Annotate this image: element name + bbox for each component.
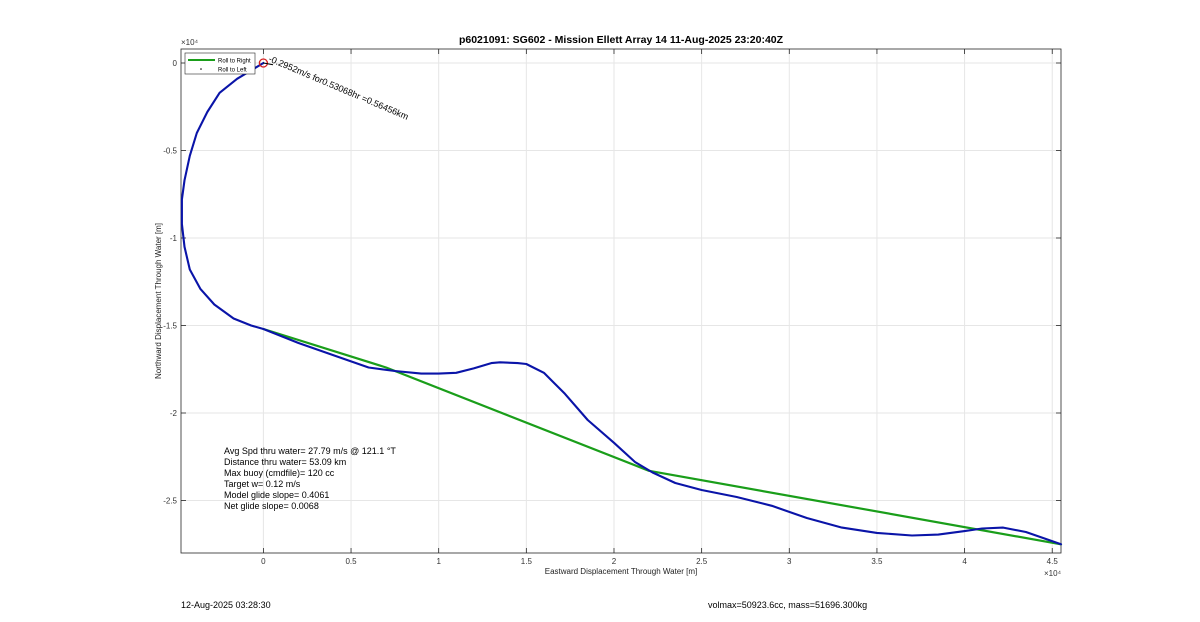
- stat-model-glide-slope: Model glide slope= 0.4061: [224, 490, 329, 500]
- x-axis-label: Eastward Displacement Through Water [m]: [545, 567, 698, 576]
- x-tick-label: 4.5: [1047, 557, 1059, 566]
- current-vector: [263, 62, 274, 66]
- stat-target-w: Target w= 0.12 m/s: [224, 479, 301, 489]
- y-tick-label: -2: [170, 409, 178, 418]
- stat-distance: Distance thru water= 53.09 km: [224, 457, 346, 467]
- series-line-track: [180, 61, 1063, 546]
- legend-dot-roll-left: [200, 68, 202, 70]
- plot-frame: [180, 48, 1062, 554]
- x-tick-label: 2.5: [696, 557, 708, 566]
- legend-label-roll-right: Roll to Right: [218, 59, 251, 65]
- y-tick-label: -0.5: [163, 147, 177, 156]
- marker-layer: [258, 58, 274, 68]
- x-tick-label: 4: [962, 557, 967, 566]
- stat-max-buoy: Max buoy (cmdfile)= 120 cc: [224, 468, 335, 478]
- y-tick-label: -2.5: [163, 497, 177, 506]
- x-tick-label: 2: [612, 557, 617, 566]
- y-tick-label: 0: [173, 59, 178, 68]
- stat-avg-speed: Avg Spd thru water= 27.79 m/s @ 121.1 °T: [224, 446, 396, 456]
- x-tick-label: 3: [787, 557, 792, 566]
- x-tick-label: 1.5: [521, 557, 533, 566]
- x-tick-label: 0.5: [345, 557, 357, 566]
- y-tick-label: -1.5: [163, 322, 177, 331]
- x-exponent-label: ×10⁴: [1044, 569, 1062, 578]
- series-layer: [180, 61, 1063, 546]
- legend-label-roll-left: Roll to Left: [218, 68, 247, 74]
- legend: Roll to Right Roll to Left: [184, 52, 256, 75]
- stat-net-glide-slope: Net glide slope= 0.0068: [224, 501, 319, 511]
- legend-box: [184, 52, 256, 75]
- x-tick-label: 3.5: [871, 557, 883, 566]
- footer-timestamp: 12-Aug-2025 03:28:30: [181, 600, 271, 610]
- y-exponent-label: ×10⁴: [181, 38, 199, 47]
- start-marker: [258, 58, 269, 68]
- x-tick-label: 0: [261, 557, 266, 566]
- chart-title: p6021091: SG602 - Mission Ellett Array 1…: [459, 34, 784, 46]
- series-line-roll-to-right: [262, 327, 1063, 546]
- y-tick-label: -1: [170, 234, 178, 243]
- grid: [181, 49, 1061, 553]
- x-tick-label: 1: [436, 557, 441, 566]
- axis-ticks: 0 0.5 1 1.5 2 2.5 3 3.5 4 4.5 0 -0.5 -1 -1.5 -2 -2.5: [163, 49, 1061, 566]
- footer-volmass: volmax=50923.6cc, mass=51696.300kg: [708, 600, 867, 610]
- y-axis-label: Northward Displacement Through Water [m]: [154, 223, 163, 379]
- stats-block: Avg Spd thru water= 27.79 m/s @ 121.1 °T…: [224, 446, 396, 511]
